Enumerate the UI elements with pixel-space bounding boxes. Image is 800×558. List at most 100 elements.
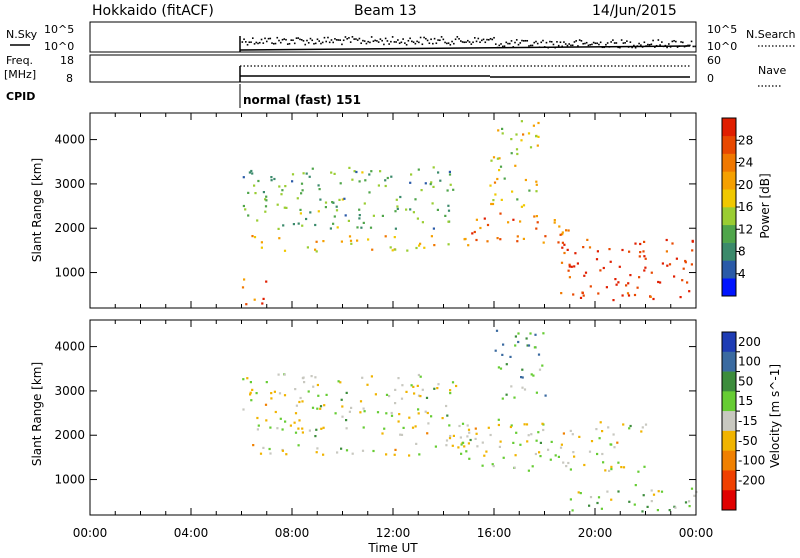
- data-cell: [341, 415, 344, 418]
- data-cell: [333, 172, 336, 175]
- data-cell: [503, 177, 506, 180]
- data-cell: [462, 441, 465, 444]
- data-cell: [577, 491, 580, 494]
- data-cell: [437, 171, 440, 174]
- nsky-point: [620, 39, 623, 41]
- data-cell: [394, 248, 397, 251]
- data-cell: [358, 180, 361, 183]
- data-cell: [315, 250, 318, 253]
- data-cell: [402, 426, 405, 429]
- data-cell: [485, 450, 488, 453]
- nsky-point: [250, 41, 252, 43]
- data-cell: [315, 428, 318, 431]
- data-cell: [299, 396, 302, 400]
- nsky-point: [398, 42, 401, 45]
- data-cell: [513, 466, 516, 469]
- nsky-point: [533, 41, 536, 44]
- data-cell: [278, 185, 281, 188]
- data-cell: [301, 427, 304, 430]
- data-cell: [520, 139, 523, 142]
- nsky-point: [477, 37, 480, 40]
- data-cell: [307, 390, 310, 393]
- colorbar-swatch: [722, 118, 736, 137]
- data-cell: [368, 173, 371, 176]
- data-cell: [566, 248, 569, 251]
- data-cell: [448, 170, 451, 173]
- data-cell: [562, 432, 565, 435]
- data-cell: [691, 240, 694, 243]
- nsearch-label: N.Search: [746, 28, 796, 41]
- data-cell: [426, 432, 429, 435]
- nsky-point: [335, 39, 338, 41]
- data-cell: [381, 214, 384, 217]
- nsky-point: [650, 43, 653, 46]
- nsky-point: [449, 43, 452, 46]
- data-cell: [538, 368, 542, 371]
- nsky-point: [467, 39, 469, 42]
- data-cell: [649, 295, 652, 298]
- nsky-point: [377, 41, 380, 43]
- nsky-point: [390, 40, 392, 43]
- nsky-point: [276, 36, 279, 39]
- data-cell: [650, 500, 653, 503]
- data-cell: [642, 250, 645, 253]
- nsky-point: [629, 41, 632, 43]
- nsky-point: [596, 42, 598, 45]
- data-cell: [317, 394, 320, 397]
- data-cell: [330, 171, 333, 174]
- nsky-point: [619, 46, 621, 49]
- data-cell: [347, 219, 350, 222]
- power-ylabel: Slant Range [km]: [30, 158, 44, 262]
- nsky-point: [643, 41, 646, 44]
- data-cell: [415, 442, 418, 445]
- data-cell: [447, 243, 450, 246]
- y-tick-label: 1000: [54, 473, 85, 487]
- data-cell: [563, 243, 566, 246]
- data-cell: [374, 393, 377, 396]
- nsky-point: [507, 42, 509, 45]
- data-cell: [535, 227, 538, 230]
- data-cell: [265, 381, 268, 384]
- nsky-point: [461, 41, 464, 43]
- data-cell: [496, 157, 499, 160]
- data-cell: [417, 394, 421, 397]
- data-cell: [530, 433, 533, 436]
- data-cell: [539, 455, 542, 458]
- colorbar-swatch: [722, 351, 736, 372]
- nsky-point: [404, 42, 406, 44]
- nsky-point: [631, 46, 633, 49]
- data-cell: [255, 392, 258, 395]
- colorbar-tick-label: 100: [738, 355, 761, 369]
- nsky-point: [248, 41, 251, 44]
- data-cell: [308, 175, 311, 178]
- data-cell: [521, 368, 524, 371]
- data-cell: [389, 246, 392, 249]
- data-cell: [625, 284, 628, 287]
- data-cell: [569, 498, 572, 501]
- colorbar-swatch: [722, 189, 736, 208]
- data-cell: [652, 297, 655, 301]
- colorbar-tick-label: 8: [738, 245, 746, 259]
- data-cell: [539, 441, 542, 444]
- data-cell: [535, 190, 538, 193]
- data-cell: [300, 192, 303, 195]
- data-cell: [397, 420, 400, 423]
- data-cell: [487, 426, 490, 429]
- data-cell: [527, 434, 530, 437]
- nsky-point: [425, 37, 427, 40]
- data-cell: [567, 461, 570, 465]
- data-cell: [322, 426, 325, 429]
- nsky-point: [302, 40, 305, 42]
- data-cell: [596, 452, 599, 456]
- data-cell: [419, 395, 422, 398]
- data-cell: [253, 236, 257, 239]
- data-cell: [448, 424, 451, 427]
- data-cell: [690, 487, 694, 490]
- nsky-series: [239, 36, 696, 52]
- nsky-point: [304, 43, 307, 46]
- data-cell: [368, 191, 371, 194]
- beam-title: Beam 13: [354, 3, 417, 19]
- data-cell: [244, 208, 247, 211]
- data-cell: [641, 426, 644, 429]
- data-cell: [433, 244, 436, 247]
